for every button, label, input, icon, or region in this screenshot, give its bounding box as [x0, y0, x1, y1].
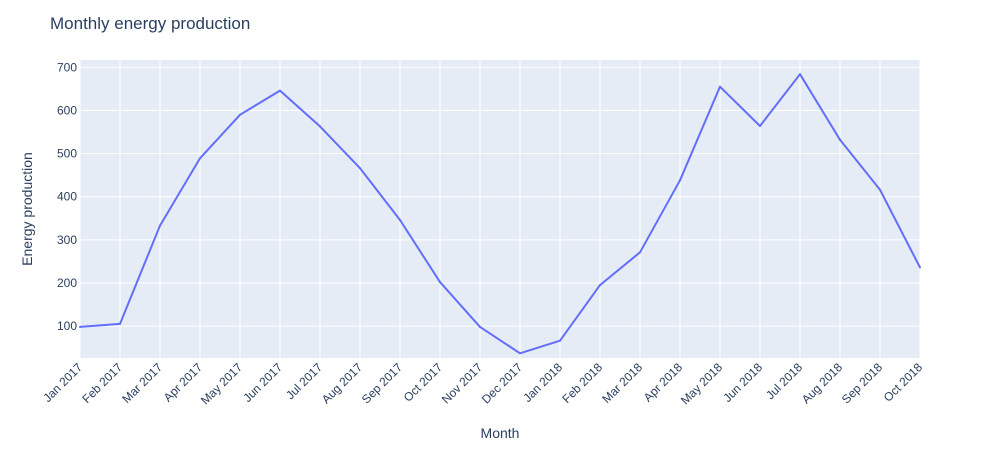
data-point	[599, 284, 601, 287]
data-point	[199, 157, 201, 160]
x-tick-label: Jun 2018	[720, 360, 765, 405]
x-tick-label: Sep 2018	[839, 360, 885, 406]
data-point	[639, 251, 641, 254]
data-point	[679, 179, 681, 182]
y-axis-title: Energy production	[19, 152, 35, 266]
y-tick-label: 400	[57, 190, 77, 204]
data-point	[839, 138, 841, 141]
data-point	[519, 352, 521, 355]
x-tick-label: Nov 2017	[439, 360, 485, 406]
x-tick-label: Aug 2018	[799, 360, 845, 406]
x-tick-label: Feb 2017	[79, 360, 125, 406]
y-axis-ticks: 100 200 300 400 500 600 700	[57, 60, 77, 333]
x-tick-label: Jan 2017	[40, 360, 85, 405]
y-tick-label: 100	[57, 319, 77, 333]
x-tick-label: Dec 2017	[479, 360, 525, 406]
x-tick-label: Oct 2018	[881, 360, 926, 405]
series-line	[79, 73, 921, 355]
data-point	[359, 167, 361, 170]
data-point	[799, 73, 801, 76]
grid-lines	[79, 60, 921, 358]
data-point	[559, 339, 561, 342]
data-point	[79, 325, 81, 328]
data-point	[159, 224, 161, 227]
x-tick-label: Feb 2018	[559, 360, 605, 406]
y-tick-label: 200	[57, 276, 77, 290]
data-point	[399, 218, 401, 221]
x-tick-label: Jun 2017	[240, 360, 285, 405]
data-point	[919, 266, 921, 269]
x-tick-label: Sep 2017	[359, 360, 405, 406]
x-tick-label: Jan 2018	[520, 360, 565, 405]
x-tick-label: Oct 2017	[401, 360, 446, 405]
y-tick-label: 600	[57, 103, 77, 117]
x-tick-label: May 2017	[198, 360, 245, 407]
data-point	[439, 281, 441, 284]
series-layer	[79, 73, 921, 355]
data-point	[239, 113, 241, 116]
chart-title: Monthly energy production	[50, 14, 250, 33]
x-axis-title: Month	[481, 425, 520, 441]
x-tick-label: Mar 2018	[599, 360, 645, 406]
y-tick-label: 700	[57, 60, 77, 74]
data-point	[319, 125, 321, 128]
y-tick-label: 500	[57, 147, 77, 161]
y-tick-label: 300	[57, 233, 77, 247]
data-point	[479, 325, 481, 328]
x-tick-label: Mar 2017	[119, 360, 165, 406]
data-point	[279, 89, 281, 92]
plot-area	[80, 60, 920, 358]
x-tick-label: Aug 2017	[319, 360, 365, 406]
x-tick-label: May 2018	[678, 360, 725, 407]
data-point	[879, 188, 881, 191]
data-point	[119, 322, 121, 325]
data-point	[759, 124, 761, 127]
data-point	[719, 85, 721, 88]
